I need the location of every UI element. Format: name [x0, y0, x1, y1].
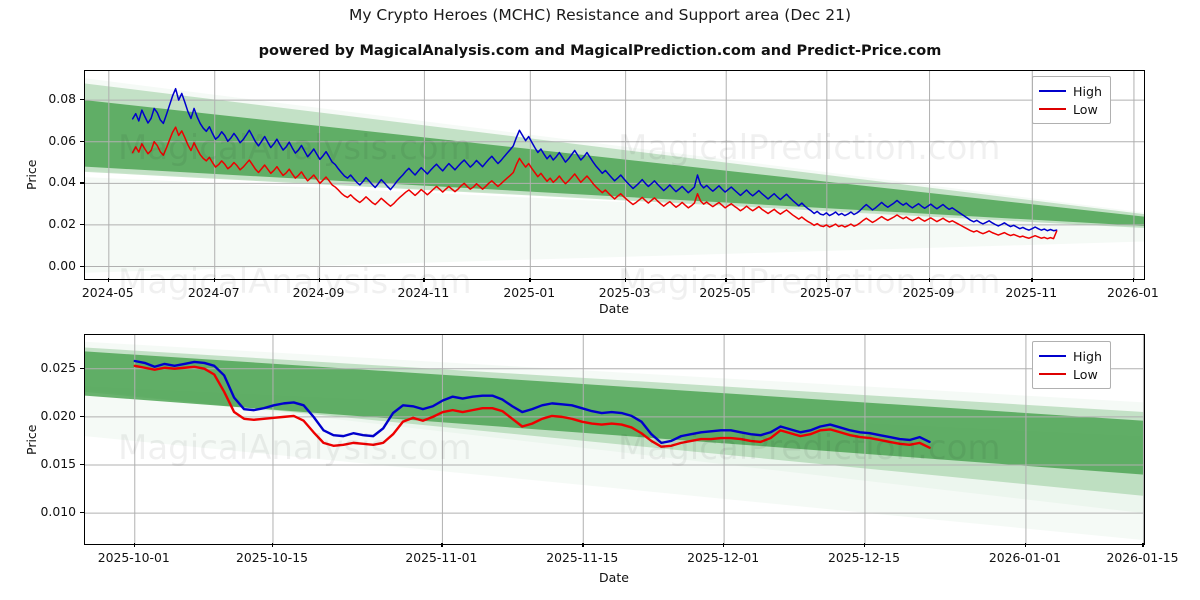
overview-chart-panel: Price Date 0.00 0.02 0.04 0.06 0.08 2024-05 20…	[24, 70, 1159, 316]
legend-swatch-icon	[1039, 373, 1066, 375]
y-tick-label: 0.08	[48, 91, 76, 107]
legend-label: Low	[1073, 366, 1098, 382]
y-tick-mark	[80, 99, 84, 101]
x-tick-label: 2025-12-15	[827, 550, 900, 565]
x-tick-label: 2025-10-01	[97, 550, 170, 565]
x-tick-label: 2024-07	[187, 285, 240, 300]
confidence-band-core	[85, 100, 1144, 226]
y-tick-mark	[80, 182, 84, 184]
legend-item-high[interactable]: High	[1039, 82, 1102, 100]
x-tick-label: 2025-11-15	[546, 550, 619, 565]
x-tick-label: 2026-01-15	[1106, 550, 1179, 565]
legend-label: High	[1073, 83, 1102, 99]
x-tick-label: 2026-01	[1107, 285, 1159, 300]
y-tick-mark	[80, 140, 84, 143]
x-tick-mark	[133, 543, 136, 547]
x-tick-mark	[582, 543, 584, 547]
y-tick-label: 0.015	[40, 456, 76, 472]
y-tick-mark	[80, 367, 84, 369]
zoom-plot-area[interactable]	[84, 334, 1145, 545]
x-tick-label: 2025-05	[699, 285, 752, 300]
page-subtitle: powered by MagicalAnalysis.com and Magic…	[258, 43, 942, 59]
y-tick-mark	[80, 265, 84, 267]
y-tick-label: 0.010	[40, 504, 76, 520]
legend-item-high[interactable]: High	[1039, 347, 1102, 365]
x-tick-mark	[928, 278, 930, 282]
y-tick-mark	[80, 415, 84, 418]
x-tick-label: 2025-11-01	[405, 550, 478, 565]
x-tick-label: 2024-05	[81, 285, 134, 300]
x-tick-label: 2024-09	[292, 285, 345, 300]
x-tick-mark	[1031, 278, 1033, 282]
x-tick-mark	[624, 278, 626, 282]
legend-item-low[interactable]: Low	[1039, 365, 1102, 383]
y-tick-label: 0.02	[48, 215, 76, 231]
legend-item-low[interactable]: Low	[1039, 100, 1102, 118]
overview-x-axis-label: Date	[599, 301, 629, 316]
series-line-low	[133, 364, 931, 449]
x-tick-mark	[271, 543, 274, 547]
x-tick-mark	[1024, 543, 1027, 547]
series-line-low	[131, 126, 1058, 240]
y-tick-label: 0.06	[48, 132, 76, 148]
zoom-plot-svg	[85, 335, 1144, 544]
legend-label: High	[1073, 348, 1102, 364]
x-tick-mark	[318, 278, 320, 282]
x-tick-mark	[213, 278, 216, 282]
y-tick-mark	[80, 223, 84, 226]
x-tick-mark	[107, 278, 110, 282]
overview-plot-area[interactable]	[84, 70, 1145, 280]
overview-legend: High Low	[1032, 76, 1111, 124]
y-tick-label: 0.00	[48, 257, 76, 273]
x-tick-label: 2025-03	[598, 285, 651, 300]
x-tick-label: 2026-01-01	[988, 550, 1061, 565]
y-tick-label: 0.020	[40, 407, 76, 423]
x-tick-mark	[423, 278, 425, 282]
y-tick-mark	[80, 512, 84, 514]
legend-swatch-icon	[1039, 90, 1066, 92]
x-tick-mark	[1142, 543, 1144, 547]
zoom-legend: High Low	[1032, 341, 1111, 389]
legend-swatch-icon	[1039, 108, 1066, 110]
legend-label: Low	[1073, 101, 1098, 117]
series-line-high	[133, 359, 931, 445]
x-tick-label: 2024-11	[397, 285, 450, 300]
x-tick-mark	[1132, 278, 1135, 282]
page-title: My Crypto Heroes (MCHC) Resistance and S…	[348, 6, 852, 24]
x-tick-mark	[725, 278, 727, 282]
overview-plot-svg	[85, 71, 1144, 279]
x-tick-mark	[825, 278, 828, 282]
legend-swatch-icon	[1039, 355, 1066, 357]
zoom-x-axis-label: Date	[599, 570, 629, 585]
x-tick-mark	[441, 543, 443, 547]
y-tick-label: 0.025	[40, 359, 76, 375]
x-tick-mark	[863, 543, 866, 547]
y-tick-label: 0.04	[48, 174, 76, 190]
x-tick-label: 2025-09	[902, 285, 955, 300]
x-tick-mark	[529, 278, 531, 282]
y-tick-mark	[80, 464, 84, 466]
x-tick-label: 2025-11	[1005, 285, 1058, 300]
x-tick-mark	[723, 543, 725, 547]
x-tick-label: 2025-01	[503, 285, 556, 300]
x-tick-label: 2025-10-15	[235, 550, 308, 565]
x-tick-label: 2025-07	[799, 285, 852, 300]
x-tick-label: 2025-12-01	[687, 550, 760, 565]
series-line-high	[131, 87, 1058, 232]
zoom-y-axis-label: Price	[24, 424, 39, 456]
